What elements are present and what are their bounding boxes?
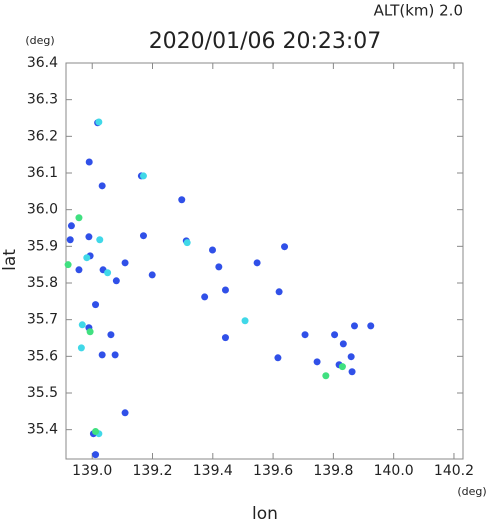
echo-point xyxy=(313,358,321,366)
echo-point xyxy=(95,118,103,126)
echo-point xyxy=(338,363,346,371)
y-tick-label: 35.9 xyxy=(27,238,58,254)
echo-point xyxy=(98,351,106,359)
echo-point xyxy=(331,331,339,339)
y-axis-label: lat xyxy=(0,249,20,271)
x-axis-label: lon xyxy=(252,504,278,521)
y-unit: (deg) xyxy=(25,34,54,47)
echo-point xyxy=(241,317,249,325)
echo-point xyxy=(347,353,355,361)
chart-title: 2020/01/06 20:23:07 xyxy=(149,29,382,54)
echo-point xyxy=(367,322,375,330)
echo-point xyxy=(348,368,356,376)
echo-point xyxy=(75,266,83,274)
plot-area xyxy=(65,62,464,460)
y-tick-label: 35.6 xyxy=(27,348,58,364)
echo-point xyxy=(281,243,289,251)
echo-point xyxy=(85,233,93,241)
echo-point xyxy=(183,239,191,247)
echo-point xyxy=(112,277,120,285)
echo-point xyxy=(77,344,85,352)
echo-point xyxy=(148,271,156,279)
echo-point xyxy=(275,288,283,296)
x-tick-label: 139.6 xyxy=(253,463,293,479)
y-tick-label: 36.0 xyxy=(27,202,58,218)
x-tick-label: 139.8 xyxy=(313,463,353,479)
echo-point xyxy=(221,286,229,294)
echo-point xyxy=(201,293,209,301)
echo-point xyxy=(92,451,100,459)
echo-point xyxy=(339,340,347,348)
echo-point xyxy=(85,158,93,166)
echo-point xyxy=(92,301,100,309)
x-tick-label: 139.4 xyxy=(193,463,233,479)
echo-point xyxy=(96,236,104,244)
y-tick-label: 36.1 xyxy=(27,165,58,181)
echo-point xyxy=(92,428,100,435)
echo-point xyxy=(121,409,129,417)
x-tick-label: 140.0 xyxy=(374,463,414,479)
y-tick-label: 35.4 xyxy=(27,422,58,438)
echo-point xyxy=(253,259,261,267)
echo-point xyxy=(107,331,115,339)
echo-point xyxy=(209,246,217,254)
echo-point xyxy=(139,172,147,180)
echo-point xyxy=(67,222,75,230)
echo-point xyxy=(111,351,119,359)
y-tick-label: 35.8 xyxy=(27,275,58,291)
echo-point xyxy=(98,182,106,190)
echo-point xyxy=(78,321,86,329)
echo-point xyxy=(66,236,74,244)
x-tick-label: 139.0 xyxy=(72,463,112,479)
echo-point xyxy=(75,214,83,222)
echo-point xyxy=(86,328,94,336)
y-tick-label: 36.2 xyxy=(27,128,58,144)
echo-point xyxy=(83,254,91,262)
y-tick-label: 36.3 xyxy=(27,92,58,108)
annotation: ALT(km) 2.0 xyxy=(374,2,463,20)
y-tick-label: 35.7 xyxy=(27,312,58,328)
echo-point xyxy=(178,196,186,204)
echo-point xyxy=(322,372,330,380)
echo-point xyxy=(104,269,112,277)
y-tick-label: 35.5 xyxy=(27,385,58,401)
x-tick-label: 139.2 xyxy=(132,463,172,479)
x-tick-label: 140.2 xyxy=(434,463,474,479)
echo-point xyxy=(215,263,223,271)
echo-point xyxy=(121,259,129,267)
echo-point xyxy=(301,331,309,339)
echo-point xyxy=(64,261,72,269)
echo-point xyxy=(221,334,229,342)
echo-point xyxy=(139,232,147,240)
echo-point xyxy=(350,322,358,330)
y-tick-label: 36.4 xyxy=(27,55,58,71)
echo-point xyxy=(274,354,282,362)
x-unit: (deg) xyxy=(457,485,486,498)
